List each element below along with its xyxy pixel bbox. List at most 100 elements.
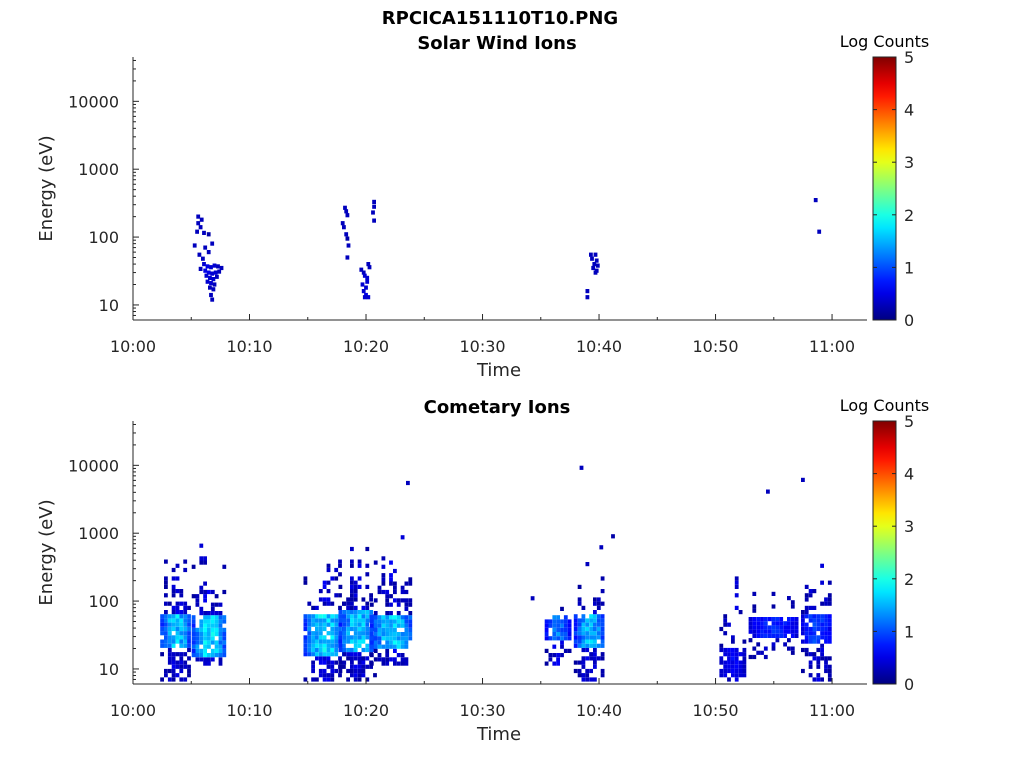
heatmap-cell — [303, 580, 308, 585]
x-tick-label: 11:00 — [809, 337, 855, 356]
heatmap-cell — [589, 643, 593, 648]
heatmap-cell — [596, 631, 601, 636]
heatmap-cell — [342, 626, 347, 632]
heatmap-cell — [731, 647, 735, 653]
x-tick-label: 10:30 — [459, 701, 505, 720]
heatmap-cell — [198, 266, 203, 271]
heatmap-cell — [719, 673, 724, 678]
heatmap-cell — [160, 626, 164, 632]
heatmap-cell — [187, 656, 191, 661]
heatmap-cell — [577, 643, 582, 648]
heatmap-cell — [203, 589, 207, 595]
heatmap-cell — [373, 648, 378, 653]
heatmap-cell — [214, 627, 219, 632]
heatmap-cell — [742, 639, 747, 644]
heatmap-cell — [400, 623, 405, 628]
heatmap-cell — [577, 626, 582, 632]
heatmap-cell — [361, 635, 366, 640]
heatmap-cell — [752, 629, 757, 634]
heatmap-cell — [396, 623, 401, 628]
heatmap-cell — [804, 647, 809, 653]
heatmap-cell — [369, 627, 374, 632]
heatmap-cell — [752, 591, 757, 596]
heatmap-cell — [218, 640, 223, 645]
heatmap-cell — [731, 660, 735, 665]
heatmap-cell — [183, 605, 188, 610]
heatmap-cell — [326, 631, 331, 636]
heatmap-cell — [360, 282, 365, 287]
colorbar-tick-label: 4 — [904, 101, 914, 120]
heatmap-cell — [195, 598, 200, 603]
heatmap-cell — [191, 636, 196, 641]
heatmap-cell — [748, 621, 753, 626]
heatmap-cell — [160, 618, 164, 623]
heatmap-cell — [222, 636, 227, 641]
heatmap-cell — [400, 598, 405, 603]
heatmap-cell — [338, 664, 343, 669]
heatmap-cell — [175, 576, 180, 581]
heatmap-cell — [338, 643, 343, 648]
heatmap-cell — [303, 643, 308, 648]
y-tick-label: 10000 — [68, 92, 119, 111]
heatmap-cell — [763, 621, 768, 626]
colorbar-tick-label: 2 — [904, 206, 914, 225]
heatmap-cell — [318, 668, 323, 674]
heatmap-cell — [408, 636, 413, 641]
heatmap-cell — [350, 546, 354, 552]
heatmap-cell — [210, 589, 215, 595]
heatmap-cell — [373, 598, 378, 603]
heatmap-cell — [552, 632, 557, 637]
heatmap-cell — [357, 673, 362, 678]
heatmap-cell — [775, 638, 780, 643]
heatmap-cell — [585, 668, 590, 674]
heatmap-cell — [596, 597, 601, 602]
heatmap-cell — [808, 593, 813, 598]
heatmap-cell — [820, 626, 824, 632]
heatmap-cell — [334, 622, 339, 627]
x-tick-label: 10:00 — [110, 701, 156, 720]
heatmap-cell — [389, 602, 393, 607]
heatmap-cell — [723, 673, 728, 678]
heatmap-cell — [315, 622, 319, 627]
heatmap-cell — [742, 652, 747, 657]
heatmap-cell — [816, 622, 821, 627]
heatmap-cell — [179, 643, 184, 648]
heatmap-cell — [353, 589, 358, 594]
heatmap-cell — [183, 626, 188, 632]
heatmap-cell — [338, 584, 343, 589]
heatmap-cell — [365, 664, 370, 669]
heatmap-cell — [393, 661, 397, 666]
heatmap-cell — [593, 643, 597, 648]
heatmap-cell — [303, 652, 308, 657]
heatmap-cell — [393, 636, 397, 641]
heatmap-cell — [763, 633, 768, 638]
heatmap-cell — [372, 204, 376, 209]
heatmap-cell — [365, 279, 370, 284]
heatmap-cell — [775, 629, 780, 634]
heatmap-cell — [385, 632, 390, 637]
heatmap-cell — [408, 627, 413, 632]
heatmap-cell — [315, 656, 319, 661]
heatmap-cell — [827, 622, 832, 627]
heatmap-cell — [600, 643, 605, 648]
heatmap-cell — [393, 619, 397, 624]
heatmap-cell — [361, 597, 366, 602]
heatmap-cell — [199, 560, 204, 565]
x-tick-label: 10:20 — [343, 701, 389, 720]
heatmap-cell — [596, 626, 601, 632]
heatmap-cell — [727, 664, 731, 669]
heatmap-cell — [164, 635, 168, 640]
heatmap-cell — [396, 602, 401, 607]
heatmap-cell — [783, 629, 787, 634]
heatmap-cell — [556, 619, 560, 624]
heatmap-cell — [801, 647, 805, 653]
heatmap-cell — [585, 643, 590, 648]
heatmap-cell — [377, 615, 382, 620]
heatmap-cell — [214, 648, 219, 653]
heatmap-cell — [208, 285, 212, 290]
heatmap-cell — [171, 622, 176, 627]
heatmap-cell — [719, 626, 724, 632]
heatmap-cell — [222, 632, 227, 637]
heatmap-cell — [816, 664, 821, 669]
